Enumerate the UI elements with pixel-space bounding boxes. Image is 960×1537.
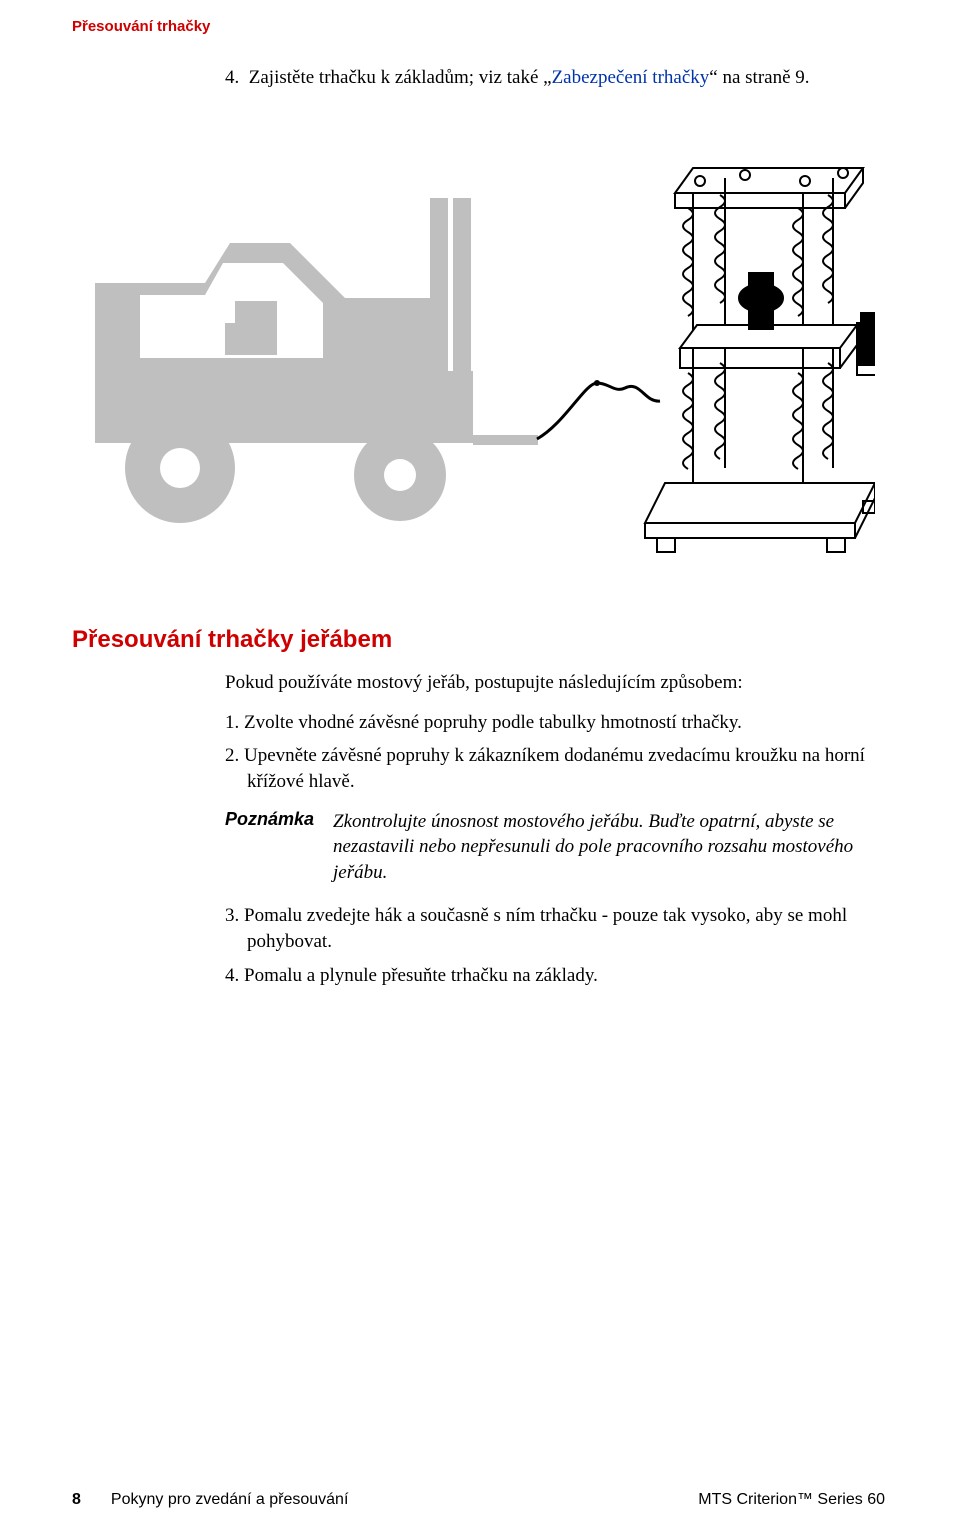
step-text: Upevněte závěsné popruhy k zákazníkem do…	[244, 745, 865, 792]
section-intro: Pokud používáte mostový jeřáb, postupujt…	[225, 672, 875, 694]
footer-page-number: 8	[72, 1491, 81, 1509]
step-text: Pomalu zvedejte hák a současně s ním trh…	[244, 905, 847, 952]
step-number: 1.	[225, 712, 239, 733]
step-4b: 4. Pomalu a plynule přesuňte trhačku na …	[225, 963, 875, 989]
section-heading: Přesouvání trhačky jeřábem	[72, 626, 960, 654]
step-number: 2.	[225, 745, 239, 766]
step-2: 2. Upevněte závěsné popruhy k zákazníkem…	[225, 743, 875, 794]
step-link: Zabezpečení trhačky	[552, 67, 710, 88]
step-3: 3. Pomalu zvedejte hák a současně s ním …	[225, 903, 875, 954]
page-footer: 8 Pokyny pro zvedání a přesouvání MTS Cr…	[0, 1491, 960, 1509]
step-4: 4. Zajistěte trhačku k základům; viz tak…	[225, 65, 875, 91]
step-text-before: Zajistěte trhačku k základům; viz také „	[249, 67, 552, 88]
forklift-machine-illustration	[85, 123, 875, 583]
step-1: 1. Zvolte vhodné závěsné popruhy podle t…	[225, 710, 875, 736]
step-number: 4.	[225, 67, 239, 88]
step-number: 4.	[225, 965, 239, 986]
note-label: Poznámka	[225, 809, 333, 886]
figure-forklift-machine	[85, 123, 960, 588]
step-text-after: “ na straně 9.	[709, 67, 809, 88]
step-number: 3.	[225, 905, 239, 926]
note-text: Zkontrolujte únosnost mostového jeřábu. …	[333, 809, 875, 886]
running-header: Přesouvání trhačky	[0, 0, 960, 35]
step-text: Zvolte vhodné závěsné popruhy podle tabu…	[244, 712, 742, 733]
footer-section-title: Pokyny pro zvedání a přesouvání	[111, 1491, 348, 1509]
step-text: Pomalu a plynule přesuňte trhačku na zák…	[244, 965, 598, 986]
footer-product: MTS Criterion™ Series 60	[698, 1491, 885, 1509]
